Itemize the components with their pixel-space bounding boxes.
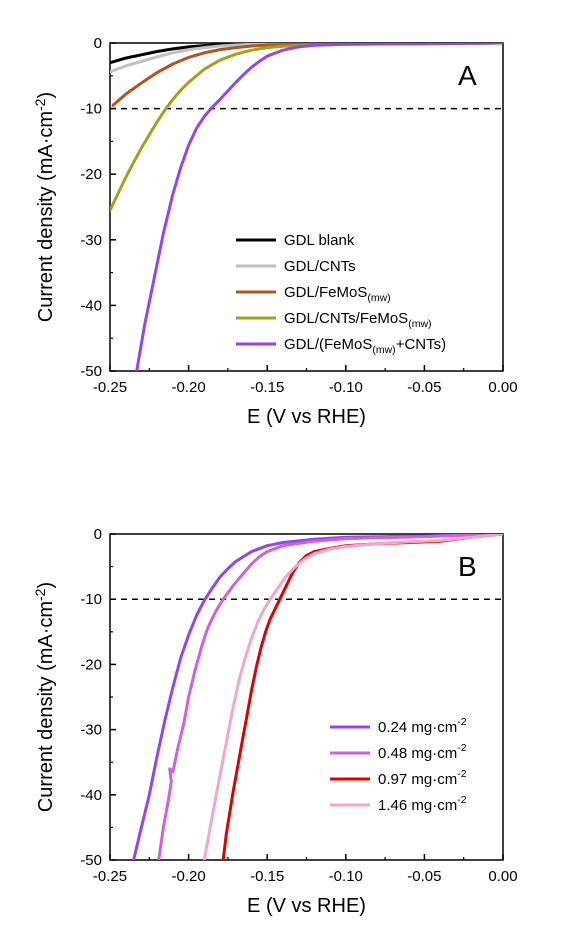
- panel-label: B: [458, 551, 477, 582]
- y-tick-label: -50: [80, 363, 102, 380]
- y-tick-label: -50: [80, 852, 102, 869]
- legend-entry: GDL/CNTs/FeMoS(mw): [284, 310, 432, 330]
- legend-entry: 0.97 mg·cm-2: [378, 768, 467, 788]
- x-axis-label: E (V vs RHE): [247, 406, 366, 428]
- x-tick-label: -0.10: [329, 868, 363, 885]
- x-tick-label: -0.25: [93, 379, 127, 396]
- panel-label: A: [458, 60, 477, 91]
- legend-entry: GDL blank: [284, 232, 355, 249]
- plot-area: [110, 43, 503, 371]
- series-line: [110, 43, 503, 212]
- x-tick-label: -0.20: [171, 868, 205, 885]
- x-tick-label: -0.15: [250, 379, 284, 396]
- legend-entry: 1.46 mg·cm-2: [378, 794, 467, 814]
- y-axis-label: Current density (mA·cm-2): [32, 92, 57, 322]
- y-tick-label: -20: [80, 656, 102, 673]
- y-tick-label: -40: [80, 787, 102, 804]
- y-tick-label: 0: [94, 526, 102, 543]
- legend-entry: GDL/(FeMoS(mw)+CNTs): [284, 336, 446, 356]
- series-line: [135, 43, 503, 371]
- x-tick-label: -0.10: [329, 379, 363, 396]
- legend-entry: 0.24 mg·cm-2: [378, 716, 467, 736]
- x-tick-label: -0.20: [171, 379, 205, 396]
- y-tick-label: -30: [80, 232, 102, 249]
- legend-entry: GDL/FeMoS(mw): [284, 284, 391, 304]
- series-line: [202, 534, 503, 860]
- series-line: [157, 534, 503, 860]
- x-tick-label: 0.00: [488, 379, 517, 396]
- legend: 0.24 mg·cm-2 0.48 mg·cm-2 0.97 mg·cm-2 1.46…: [330, 716, 467, 814]
- legend-entry: GDL/CNTs: [284, 258, 356, 275]
- x-tick-label: 0.00: [488, 868, 517, 885]
- y-tick-label: 0: [94, 35, 102, 52]
- x-tick-label: -0.05: [407, 379, 441, 396]
- y-tick-label: -10: [80, 101, 102, 118]
- x-tick-label: -0.05: [407, 868, 441, 885]
- legend: GDL blank GDL/CNTs GDL/FeMoS(mw) GDL/CNTs/F…: [236, 232, 446, 356]
- y-tick-label: -20: [80, 166, 102, 183]
- x-tick-label: -0.25: [93, 868, 127, 885]
- y-tick-label: -10: [80, 591, 102, 608]
- chart-panel-b: -0.25 -0.20 -0.15 -0.10 -0.05 0.00 0 -10 -20 -30 -…: [32, 526, 518, 917]
- y-tick-label: -40: [80, 297, 102, 314]
- series-line: [132, 534, 503, 860]
- plot-area: [132, 534, 503, 860]
- x-tick-label: -0.15: [250, 868, 284, 885]
- x-axis-label: E (V vs RHE): [247, 895, 366, 917]
- y-axis-label: Current density (mA·cm-2): [32, 582, 57, 812]
- y-tick-label: -30: [80, 722, 102, 739]
- chart-panel-a: -0.25 -0.20 -0.15 -0.10 -0.05 0.00 0 -10 -20 -30 -…: [32, 35, 518, 428]
- series-line: [221, 534, 503, 860]
- legend-entry: 0.48 mg·cm-2: [378, 742, 467, 762]
